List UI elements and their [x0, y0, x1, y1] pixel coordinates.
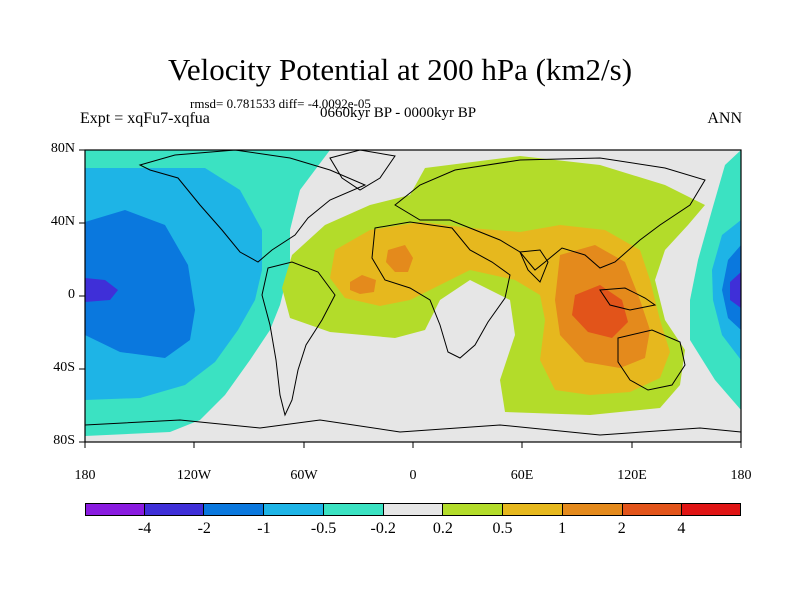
colorbar-label: 4 — [677, 520, 686, 537]
colorbar-swatch — [682, 503, 742, 516]
x-tick-120w: 120W — [176, 468, 212, 483]
y-tick-80n: 80N — [50, 141, 75, 156]
x-tick-0: 0 — [409, 468, 417, 483]
coast-antarctica — [85, 419, 741, 436]
negative-lobe-west-core — [85, 278, 118, 302]
x-tick-60w: 60W — [290, 468, 318, 483]
coast-maritime-continent — [599, 287, 657, 311]
colorbar-swatch — [264, 503, 324, 516]
colorbar-swatch — [622, 503, 683, 516]
colorbar-swatch — [503, 503, 563, 516]
positive-lobe-orange-north — [386, 245, 413, 272]
coast-eurasia — [394, 157, 706, 271]
colorbar-swatch — [383, 503, 444, 516]
coastlines — [85, 150, 741, 436]
colorbar-swatch — [443, 503, 504, 516]
coast-africa — [371, 221, 511, 359]
colorbar-label: -1 — [257, 520, 271, 537]
season-label: ANN — [707, 110, 742, 127]
colorbar-label: -4 — [137, 520, 152, 537]
coast-australia — [617, 329, 686, 391]
coast-south-america — [261, 261, 336, 417]
y-tick-40s: 40S — [53, 360, 75, 375]
x-tick-60e: 60E — [510, 468, 534, 483]
colorbar-swatch — [204, 503, 265, 516]
colorbar-label: 0.2 — [432, 520, 453, 537]
colorbar-label: 1 — [558, 520, 567, 537]
y-tick-40n: 40N — [50, 214, 75, 229]
colorbar-swatch — [144, 503, 205, 516]
stats-text: rmsd= 0.781533 diff= -4.0092e-05 — [190, 96, 371, 111]
negative-lobe-west-blue — [85, 210, 195, 358]
negative-lobe-east-core — [730, 272, 741, 308]
x-tick-120e: 120E — [617, 468, 647, 483]
colorbar — [85, 503, 742, 516]
coast-greenland — [329, 150, 396, 191]
colorbar-swatch — [562, 503, 623, 516]
map-title: Velocity Potential at 200 hPa (km2/s) — [167, 52, 633, 87]
colorbar-label: -2 — [197, 520, 211, 537]
colorbar-label: 0.5 — [492, 520, 513, 537]
x-tick-180e: 180 — [730, 468, 752, 483]
x-tick-180w: 180 — [74, 468, 96, 483]
period-label: 0660kyr BP - 0000kyr BP — [320, 105, 477, 121]
positive-lobe-orange-sahara — [350, 275, 376, 294]
coast-north-america — [138, 150, 367, 263]
axis-ticks — [79, 149, 742, 448]
colorbar-label: -0.2 — [370, 520, 396, 537]
coast-indian-subcontinent — [519, 249, 549, 283]
colorbar-label: 2 — [617, 520, 626, 537]
y-tick-0: 0 — [68, 287, 75, 302]
colorbar-swatch — [85, 503, 145, 516]
colorbar-label: -0.5 — [310, 520, 337, 537]
positive-lobe-core — [572, 285, 628, 338]
y-tick-80s: 80S — [53, 433, 75, 448]
contour-field — [85, 150, 741, 442]
colorbar-swatch — [323, 503, 384, 516]
experiment-label: Expt = xqFu7-xqfua — [80, 110, 210, 127]
